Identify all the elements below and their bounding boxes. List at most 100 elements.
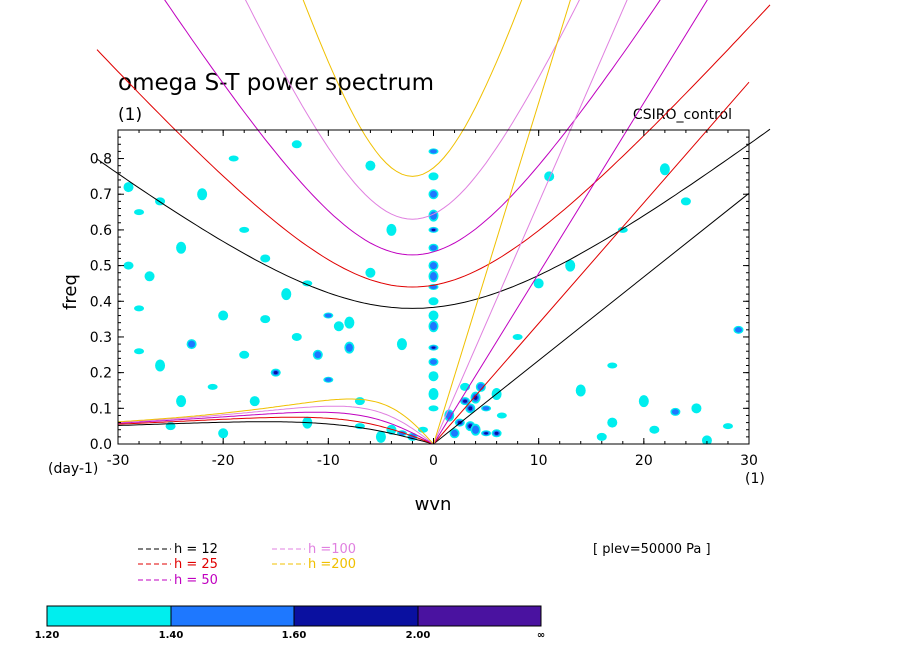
- rossby-curve: [117, 405, 434, 444]
- contour-blob: [659, 163, 670, 176]
- colorbar-label: 1.40: [159, 630, 184, 641]
- contour-blob: [472, 425, 480, 434]
- y-tick-label: 0.2: [90, 366, 112, 382]
- contour-blob: [123, 182, 134, 193]
- rossby-curve: [117, 421, 434, 444]
- y-tick-label: 0.0: [90, 437, 112, 453]
- contour-blob: [218, 428, 229, 439]
- contour-blob: [430, 322, 437, 331]
- x-tick-label: 10: [530, 453, 548, 469]
- contour-blob: [680, 197, 691, 206]
- contour-blob: [617, 226, 628, 233]
- colorbar-label: ∞: [537, 630, 545, 641]
- contour-blob: [123, 261, 134, 270]
- contour-blob: [575, 384, 586, 397]
- kelvin-curve: [433, 0, 628, 444]
- chart-title: omega S-T power spectrum: [118, 70, 434, 96]
- colorbar-segment: [46, 605, 172, 627]
- contour-blob: [134, 209, 145, 216]
- contour-blob: [512, 333, 523, 340]
- y-unit-label: (day-1): [48, 461, 98, 477]
- legend-label: h = 12: [174, 542, 218, 557]
- contour-blob: [314, 351, 322, 359]
- y-tick-label: 0.4: [90, 294, 112, 310]
- contour-blob: [144, 271, 155, 282]
- contour-blob: [260, 254, 271, 263]
- contour-blob: [218, 310, 229, 321]
- legend-label: h =200: [308, 557, 356, 572]
- x-tick-label: -20: [212, 453, 235, 469]
- contour-blob: [430, 262, 437, 270]
- contour-blob: [273, 371, 278, 375]
- gravity-wave-curve: [164, 0, 661, 256]
- x-tick-label: -10: [317, 453, 340, 469]
- contour-blob: [239, 350, 250, 359]
- contour-blob: [428, 405, 439, 412]
- contour-blob: [463, 399, 468, 403]
- x-tick-label: 30: [740, 453, 758, 469]
- contour-blob: [207, 383, 218, 390]
- contour-blob: [291, 332, 302, 341]
- contour-blob: [430, 149, 437, 154]
- power-contours: [123, 140, 744, 444]
- contour-blob: [430, 359, 437, 365]
- contour-blob: [430, 244, 437, 251]
- contour-blob: [428, 371, 439, 382]
- contour-blob: [722, 423, 733, 430]
- colorbar: 1.20 1.40 1.60 2.00 ∞: [35, 605, 545, 641]
- contour-blob: [396, 338, 407, 351]
- x-axis: -30 -20 -10 0 10 20 30: [107, 130, 758, 469]
- contour-blob: [375, 430, 386, 443]
- dispersion-curves: [96, 0, 771, 444]
- contour-blob: [445, 411, 453, 420]
- kelvin-curve: [433, 192, 750, 444]
- legend-label: h = 50: [174, 573, 218, 588]
- y-tick-label: 0.7: [90, 187, 112, 203]
- gravity-wave-curve: [96, 128, 771, 309]
- x-unit-label: (1): [745, 471, 765, 487]
- x-tick-label: 20: [635, 453, 653, 469]
- contour-blob: [428, 310, 439, 321]
- colorbar-label: 1.20: [35, 630, 60, 641]
- contour-blob: [596, 432, 607, 441]
- contour-blob: [324, 313, 332, 318]
- contour-blob: [188, 340, 196, 348]
- y-axis: 0.0 0.1 0.2 0.3 0.4 0.5 0.6 0.7 0.8: [90, 129, 749, 453]
- contour-blob: [607, 362, 618, 369]
- contour-blob: [134, 305, 145, 312]
- rossby-curve: [117, 411, 434, 444]
- contour-blob: [496, 412, 507, 419]
- colorbar-label: 2.00: [406, 630, 431, 641]
- contour-blob: [239, 226, 250, 233]
- contour-blob: [176, 241, 187, 254]
- model-label: CSIRO_control: [633, 107, 732, 123]
- contour-blob: [417, 426, 428, 433]
- contour-blob: [249, 396, 260, 407]
- contour-blob: [428, 172, 439, 181]
- y-tick-label: 0.1: [90, 401, 112, 417]
- contour-blob: [155, 359, 166, 372]
- contour-blob: [671, 409, 679, 415]
- contour-blob: [345, 343, 353, 352]
- contour-blob: [428, 388, 439, 401]
- contour-blob: [344, 316, 355, 329]
- contour-blob: [649, 425, 660, 434]
- contour-blob: [302, 280, 313, 287]
- kelvin-curve: [433, 81, 750, 444]
- contour-blob: [324, 377, 332, 382]
- contour-blob: [482, 406, 490, 411]
- contour-blob: [477, 383, 485, 391]
- contour-blob: [691, 403, 702, 414]
- contour-blob: [333, 321, 344, 332]
- contour-blob: [260, 315, 271, 324]
- contour-blob: [638, 395, 649, 408]
- contour-blob: [494, 431, 499, 435]
- colorbar-label: 1.60: [282, 630, 307, 641]
- rossby-curve: [117, 416, 434, 444]
- contour-blob: [365, 267, 376, 278]
- colorbar-segment: [417, 605, 542, 627]
- x-tick-label: 0: [429, 453, 438, 469]
- contour-blob: [428, 297, 439, 306]
- y-tick-label: 0.6: [90, 223, 112, 239]
